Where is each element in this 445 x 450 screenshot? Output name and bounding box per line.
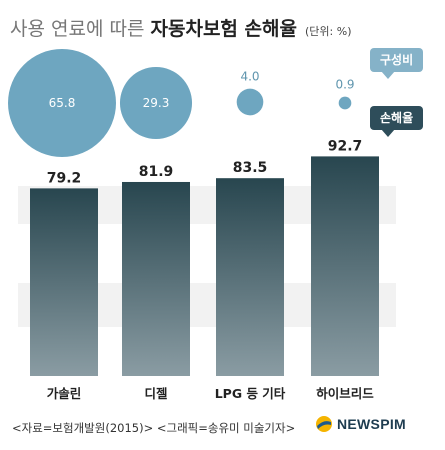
bar-value-label: 83.5: [233, 160, 268, 176]
source-credit: <자료=보험개발원(2015)> <그래픽=송유미 미술기자>: [12, 421, 296, 435]
bubble-value-label: 65.8: [49, 96, 76, 110]
newspim-logo-icon: [316, 416, 332, 432]
bar-value-label: 92.7: [328, 138, 363, 154]
title-bold: 자동차보험 손해율: [150, 18, 297, 40]
title-light: 사용 연료에 따른: [10, 18, 145, 40]
bubble-share-0: [8, 49, 116, 157]
bar-value-label: 79.2: [47, 170, 82, 186]
bubble-value-label: 0.9: [335, 78, 354, 92]
bar-loss-2: [216, 178, 284, 376]
bubble-value-label: 4.0: [240, 70, 259, 84]
bar-loss-3: [311, 156, 379, 376]
title-unit: (단위: %): [305, 25, 352, 38]
category-label: LPG 등 기타: [215, 386, 286, 401]
bubble-series: 65.8 29.3 4.0 0.9: [8, 49, 355, 157]
category-label: 디젤: [144, 386, 167, 401]
bar-loss-0: [30, 188, 98, 376]
brand-name: NEWSPIM: [337, 416, 406, 432]
bar-value-label: 81.9: [139, 164, 174, 180]
category-label: 가솔린: [47, 386, 82, 401]
category-label: 하이브리드: [316, 386, 374, 401]
bar-loss-1: [122, 181, 190, 376]
bubble-share-2: [236, 88, 264, 116]
bubble-share-3: [338, 96, 352, 110]
bubble-value-label: 29.3: [143, 96, 170, 110]
brand-logo: NEWSPIM: [315, 413, 406, 435]
bar-series: 79.2 가솔린 81.9 디젤 83.5 LPG 등 기타 92.7 하이브리드: [30, 138, 379, 401]
bubble-share-1: [119, 66, 193, 140]
chart-title: 사용 연료에 따른 자동차보험 손해율 (단위: %): [10, 14, 352, 41]
legend-loss: 손해율: [370, 106, 424, 137]
legend-share: 구성비: [370, 48, 424, 79]
